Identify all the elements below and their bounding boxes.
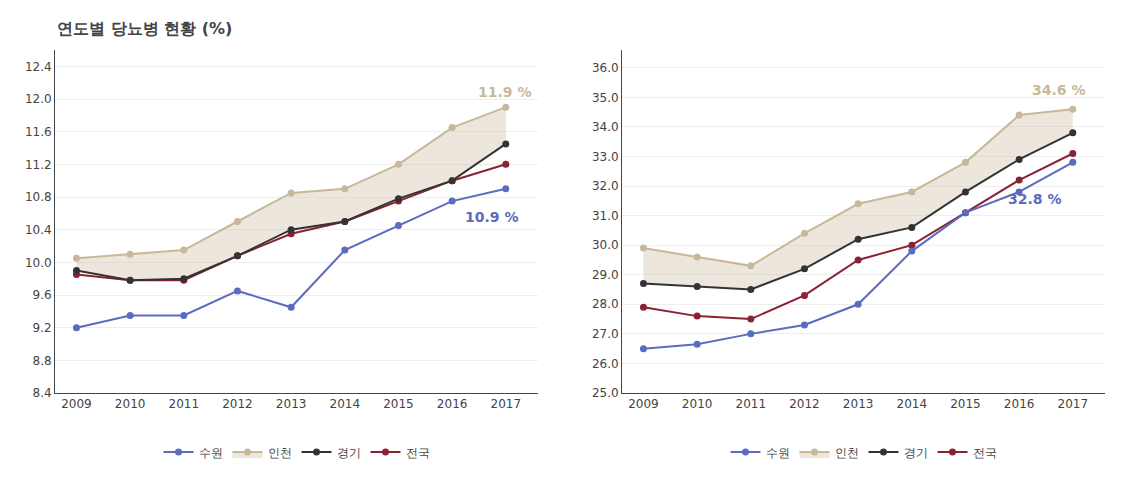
svg-text:2017: 2017	[491, 397, 522, 411]
svg-text:8.4: 8.4	[33, 386, 52, 400]
svg-text:2014: 2014	[897, 397, 928, 411]
svg-text:10.0: 10.0	[25, 256, 52, 270]
svg-text:2013: 2013	[276, 397, 307, 411]
svg-text:2015: 2015	[383, 397, 414, 411]
svg-text:12.4: 12.4	[25, 60, 52, 74]
svg-text:30.0: 30.0	[592, 238, 619, 252]
svg-text:11.2: 11.2	[25, 158, 52, 172]
svg-text:전국: 전국	[973, 446, 997, 460]
svg-text:12.0: 12.0	[25, 92, 52, 106]
svg-text:경기: 경기	[904, 446, 928, 460]
svg-text:10.8: 10.8	[25, 190, 52, 204]
svg-text:수원: 수원	[766, 446, 790, 460]
svg-text:33.0: 33.0	[592, 150, 619, 164]
svg-text:11.9 %: 11.9 %	[478, 84, 531, 100]
svg-text:인천: 인천	[835, 446, 859, 460]
svg-text:31.0: 31.0	[592, 209, 619, 223]
svg-text:2016: 2016	[437, 397, 468, 411]
svg-text:32.8 %: 32.8 %	[1008, 191, 1061, 207]
svg-text:26.0: 26.0	[592, 357, 619, 371]
svg-text:9.6: 9.6	[33, 288, 52, 302]
svg-text:수원: 수원	[199, 446, 223, 460]
svg-text:36.0: 36.0	[592, 61, 619, 75]
svg-text:32.0: 32.0	[592, 179, 619, 193]
svg-text:34.0: 34.0	[592, 120, 619, 134]
svg-text:연도별 당뇨병 현황 (%): 연도별 당뇨병 현황 (%)	[57, 19, 232, 38]
svg-text:28.0: 28.0	[592, 297, 619, 311]
svg-text:11.6: 11.6	[25, 125, 52, 139]
svg-text:2012: 2012	[789, 397, 820, 411]
svg-text:2017: 2017	[1058, 397, 1089, 411]
svg-text:2010: 2010	[682, 397, 713, 411]
svg-text:35.0: 35.0	[592, 91, 619, 105]
svg-text:2014: 2014	[330, 397, 361, 411]
svg-text:전국: 전국	[406, 446, 430, 460]
svg-text:2011: 2011	[736, 397, 767, 411]
svg-text:10.9 %: 10.9 %	[465, 209, 518, 225]
svg-text:2009: 2009	[628, 397, 659, 411]
svg-text:2009: 2009	[61, 397, 92, 411]
svg-text:9.2: 9.2	[33, 321, 52, 335]
svg-text:2013: 2013	[843, 397, 874, 411]
svg-text:10.4: 10.4	[25, 223, 52, 237]
svg-text:29.0: 29.0	[592, 268, 619, 282]
svg-text:2015: 2015	[950, 397, 981, 411]
svg-text:27.0: 27.0	[592, 327, 619, 341]
svg-text:2011: 2011	[169, 397, 200, 411]
svg-text:경기: 경기	[337, 446, 361, 460]
svg-text:25.0: 25.0	[592, 386, 619, 400]
svg-text:2016: 2016	[1004, 397, 1035, 411]
svg-text:34.6 %: 34.6 %	[1032, 82, 1085, 98]
svg-text:2012: 2012	[222, 397, 253, 411]
svg-text:2010: 2010	[115, 397, 146, 411]
svg-text:인천: 인천	[268, 446, 292, 460]
svg-text:8.8: 8.8	[33, 354, 52, 368]
